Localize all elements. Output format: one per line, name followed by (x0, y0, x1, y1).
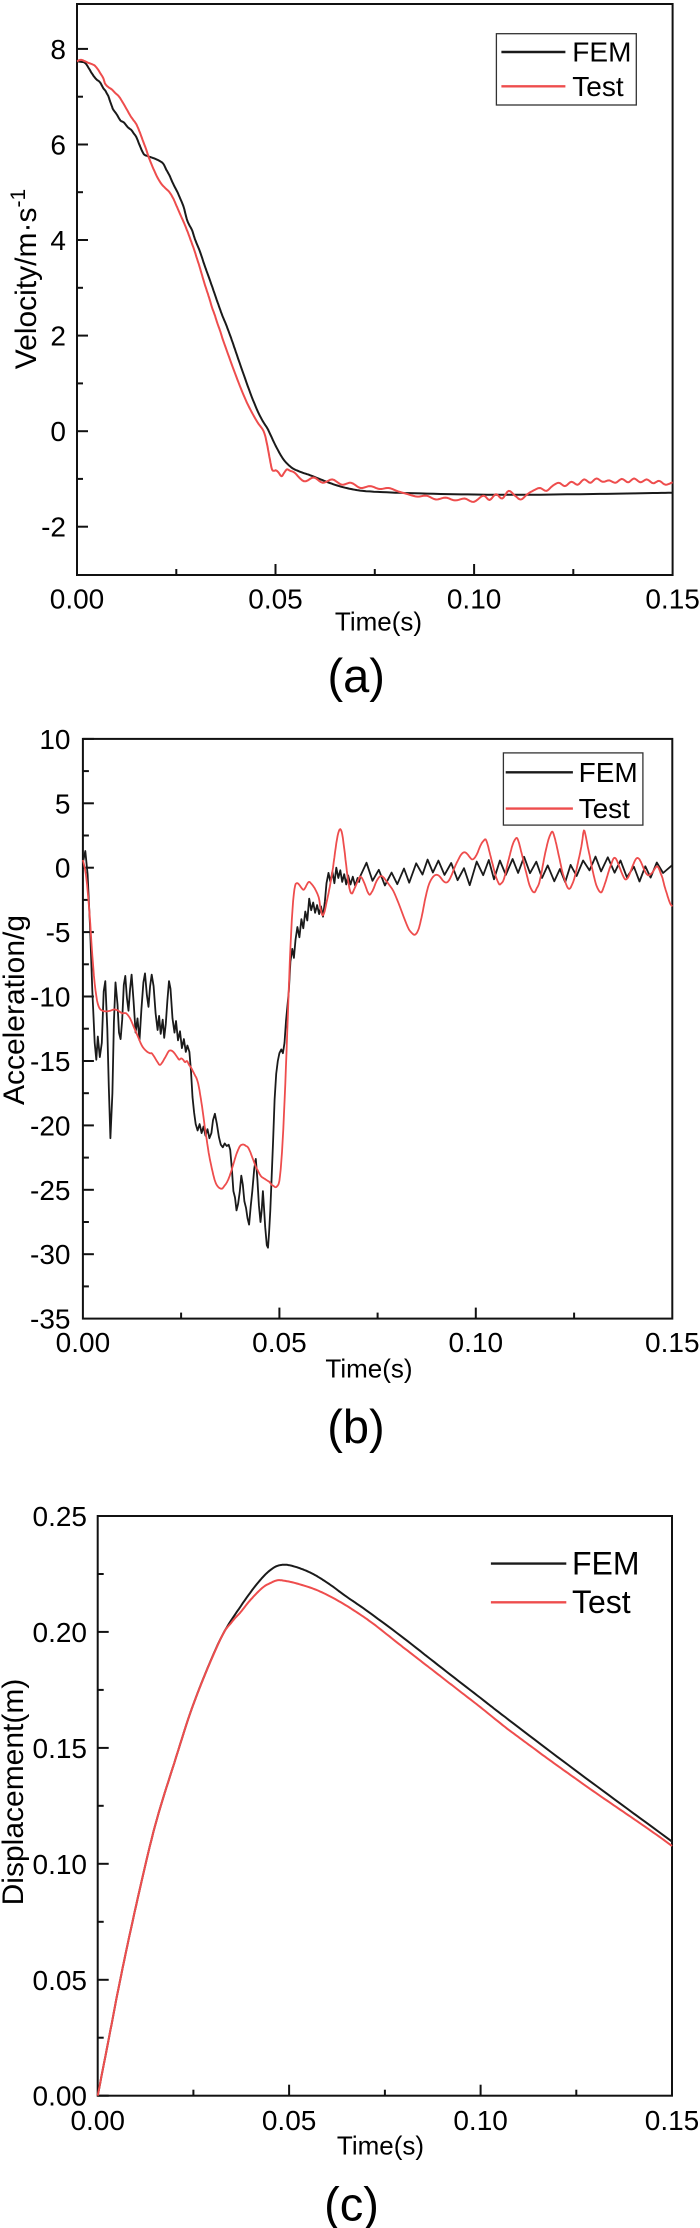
svg-text:-10: -10 (30, 982, 70, 1013)
svg-text:FEM: FEM (572, 37, 631, 68)
svg-text:Time(s): Time(s) (325, 1354, 412, 1384)
svg-text:0.05: 0.05 (33, 1965, 88, 1996)
svg-text:2: 2 (50, 321, 66, 352)
svg-text:6: 6 (50, 130, 66, 161)
svg-text:Test: Test (579, 793, 631, 824)
svg-text:0.00: 0.00 (50, 584, 105, 615)
svg-text:-5: -5 (46, 917, 71, 948)
svg-text:0.20: 0.20 (33, 1617, 88, 1648)
svg-text:0.05: 0.05 (248, 584, 303, 615)
svg-text:FEM: FEM (579, 757, 638, 788)
svg-text:-30: -30 (30, 1239, 70, 1270)
svg-text:10: 10 (39, 724, 70, 755)
svg-text:Time(s): Time(s) (335, 606, 422, 636)
svg-text:Velocity/m·s-1: Velocity/m·s-1 (7, 189, 43, 369)
svg-text:-25: -25 (30, 1175, 70, 1206)
svg-text:-20: -20 (30, 1110, 70, 1141)
svg-text:0.15: 0.15 (645, 1327, 700, 1358)
svg-text:-35: -35 (30, 1304, 70, 1335)
svg-text:0.05: 0.05 (262, 2105, 317, 2136)
svg-text:-15: -15 (30, 1046, 70, 1077)
svg-text:0.25: 0.25 (33, 1501, 88, 1532)
svg-text:0.00: 0.00 (70, 2105, 125, 2136)
svg-text:8: 8 (50, 34, 66, 65)
svg-text:0.15: 0.15 (645, 2105, 700, 2136)
svg-text:(a): (a) (327, 649, 384, 702)
svg-text:(b): (b) (327, 1400, 384, 1453)
svg-text:0: 0 (50, 416, 66, 447)
svg-text:4: 4 (50, 225, 66, 256)
svg-text:Acceleration/g: Acceleration/g (0, 915, 31, 1105)
svg-text:0.10: 0.10 (449, 1327, 504, 1358)
svg-text:Test: Test (572, 71, 624, 102)
svg-text:0.05: 0.05 (252, 1327, 307, 1358)
svg-text:0.10: 0.10 (447, 584, 502, 615)
svg-text:(c): (c) (324, 2178, 379, 2228)
svg-text:-2: -2 (41, 512, 66, 543)
svg-text:0.00: 0.00 (56, 1327, 111, 1358)
svg-text:0: 0 (55, 853, 71, 884)
svg-text:Test: Test (572, 1584, 631, 1620)
svg-text:Displacement(m): Displacement(m) (0, 1679, 30, 1906)
svg-text:0.10: 0.10 (453, 2105, 508, 2136)
svg-text:0.00: 0.00 (33, 2081, 88, 2112)
svg-text:5: 5 (55, 788, 71, 819)
svg-text:0.15: 0.15 (645, 584, 700, 615)
svg-text:FEM: FEM (572, 1546, 640, 1582)
svg-text:Time(s): Time(s) (337, 2130, 424, 2160)
svg-text:0.10: 0.10 (33, 1849, 88, 1880)
svg-text:0.15: 0.15 (33, 1733, 88, 1764)
